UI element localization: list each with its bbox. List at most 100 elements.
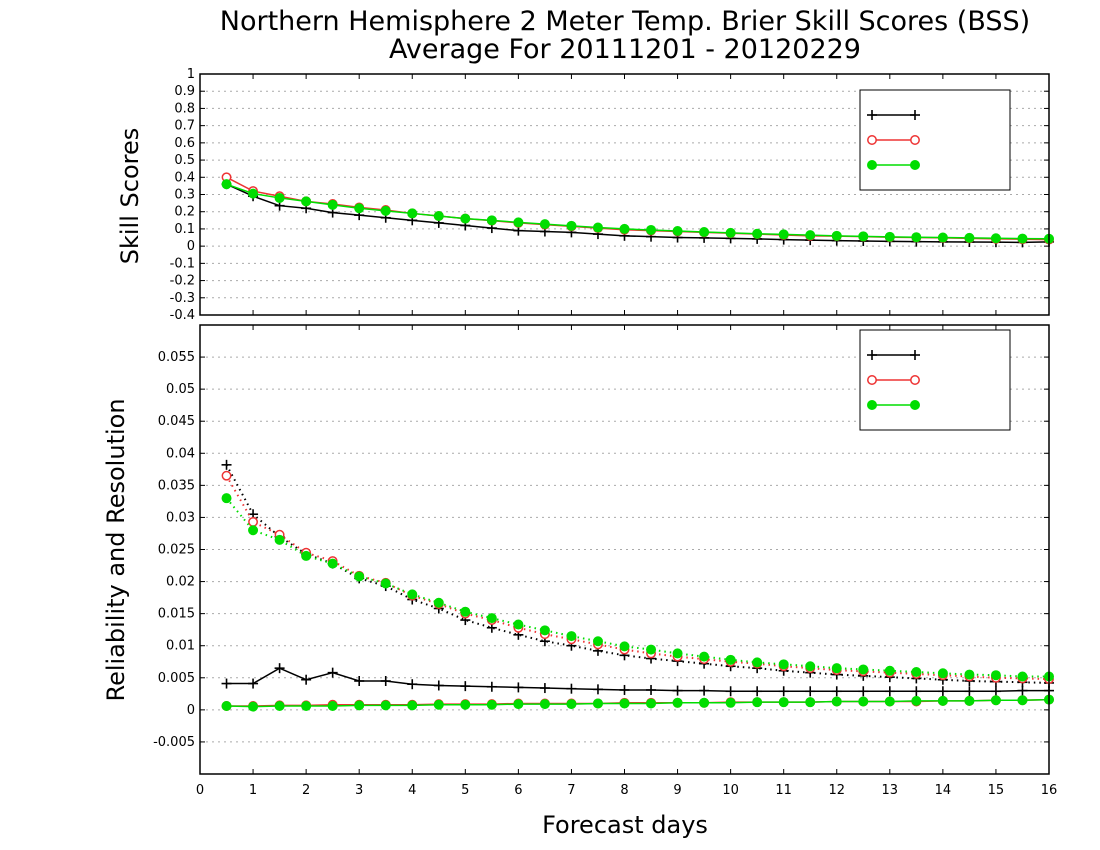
data-point-green: [911, 667, 922, 678]
data-point-green: [858, 231, 869, 242]
data-point-green: [1017, 671, 1028, 682]
data-point-black: [301, 674, 312, 685]
x-tick-label: 12: [828, 783, 845, 798]
y-tick-label: 0.3: [174, 188, 195, 203]
data-point-green: [778, 229, 789, 240]
data-point-green: [884, 231, 895, 242]
data-point-green: [646, 224, 657, 235]
data-point-black: [486, 681, 497, 692]
chart-subtitle: Average For 20111201 - 20120229: [389, 34, 861, 65]
x-tick-label: 9: [673, 783, 681, 798]
x-tick-label: 2: [302, 783, 310, 798]
data-point-green: [486, 699, 497, 710]
data-point-red: [248, 516, 259, 527]
x-axis-title: Forecast days: [542, 811, 708, 839]
data-point-green: [805, 697, 816, 708]
data-point-green: [858, 664, 869, 675]
y-tick-label: 0.7: [174, 119, 195, 134]
data-point-green: [619, 223, 630, 234]
y-tick-label: 0.005: [158, 671, 195, 686]
skill-score-panel: -0.4 -0.3 -0.2 -0.1 0 0.1 0.2 0.3 0.4 0.5 0.6 0.7 0.…: [170, 67, 1054, 323]
data-point-black: [672, 685, 683, 696]
data-point-green: [274, 534, 285, 545]
legend-marker-green: [867, 400, 877, 410]
data-point-green: [752, 697, 763, 708]
data-point-black: [274, 663, 285, 674]
data-point-green: [831, 696, 842, 707]
data-point-green: [407, 208, 418, 219]
data-point-green: [433, 597, 444, 608]
data-point-black: [911, 686, 922, 697]
data-point-green: [566, 699, 577, 710]
x-tick-label: 3: [355, 783, 363, 798]
plot-frame: [199, 324, 1050, 775]
data-point-green: [486, 215, 497, 226]
data-point-green: [433, 211, 444, 222]
x-tick-label: 1: [249, 783, 257, 798]
data-point-black: [990, 686, 1001, 697]
data-point-black: [884, 686, 895, 697]
data-point-green: [990, 695, 1001, 706]
data-point-green: [990, 233, 1001, 244]
series-line-black-solid: [226, 183, 1050, 244]
data-point-black: [513, 682, 524, 693]
y-tick-label: 0.045: [158, 414, 195, 429]
data-point-green: [327, 199, 338, 210]
x-tick-label: 11: [775, 783, 792, 798]
data-point-green: [964, 669, 975, 680]
data-point-green: [486, 613, 497, 624]
data-point-black: [539, 683, 550, 694]
data-point-green: [460, 606, 471, 617]
data-point-black: [1017, 685, 1028, 696]
data-point-green: [539, 699, 550, 710]
data-point-green: [221, 493, 232, 504]
data-point-green: [699, 227, 710, 238]
data-point-green: [354, 700, 365, 711]
data-point-green: [301, 196, 312, 207]
data-point-black: [619, 684, 630, 695]
series-line-black-dotted: [225, 464, 1050, 684]
legend-marker-black: [867, 110, 877, 120]
y-tick-label: 0.1: [174, 222, 195, 237]
data-point-black: [646, 684, 657, 695]
data-point-green: [672, 697, 683, 708]
data-point-green: [539, 219, 550, 230]
data-point-green: [513, 217, 524, 228]
y-tick-label: -0.005: [153, 735, 195, 750]
data-point-green: [248, 188, 259, 199]
data-point-green: [248, 525, 259, 536]
y-tick-label: -0.4: [170, 308, 195, 323]
data-point-green: [911, 695, 922, 706]
data-point-green: [221, 701, 232, 712]
y-tick-label: 0.4: [174, 170, 195, 185]
legend-marker-red: [867, 375, 877, 385]
y-tick-label: 0.05: [166, 382, 195, 397]
data-point-green: [937, 232, 948, 243]
y-tick-label: 0.2: [174, 205, 195, 220]
data-point-black: [725, 686, 736, 697]
y-tick-label: 0.035: [158, 478, 195, 493]
y-tick-label: -0.1: [170, 256, 195, 271]
data-point-green: [964, 232, 975, 243]
data-point-green: [380, 578, 391, 589]
data-point-green: [274, 192, 285, 203]
data-point-red: [221, 470, 232, 481]
data-point-black: [248, 678, 259, 689]
data-point-green: [1017, 695, 1028, 706]
data-point-green: [354, 203, 365, 214]
data-point-black: [752, 686, 763, 697]
data-point-green: [990, 670, 1001, 681]
series-line-green-dotted: [225, 497, 1049, 678]
data-point-black: [831, 686, 842, 697]
legend-marker-red: [910, 135, 920, 145]
data-point-green: [592, 698, 603, 709]
data-point-green: [566, 220, 577, 231]
y-tick-label: 0.02: [166, 575, 195, 590]
data-point-green: [566, 631, 577, 642]
data-point-green: [301, 550, 312, 561]
data-point-green: [937, 695, 948, 706]
data-point-green: [327, 558, 338, 569]
bottom-y-axis-title: Reliability and Resolution: [102, 398, 130, 701]
data-point-green: [407, 700, 418, 711]
